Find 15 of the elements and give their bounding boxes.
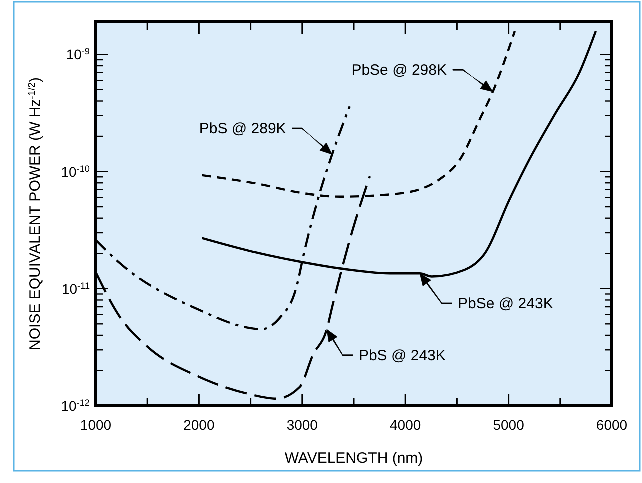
x-tick-label: 2000 bbox=[184, 417, 215, 433]
x-axis-title: WAVELENGTH (nm) bbox=[284, 450, 424, 467]
series-label: PbSe @ 298K bbox=[352, 62, 448, 79]
series-label: PbS @ 289K bbox=[199, 120, 286, 138]
y-tick-label: 10$^{-10}$ bbox=[61, 164, 90, 180]
series-label: PbSe @ 243K bbox=[458, 296, 554, 313]
text: PbS @ 243K bbox=[358, 347, 446, 364]
y-tick-label: 10$^{-11}$ bbox=[62, 280, 90, 297]
x-tick-label: 5000 bbox=[493, 417, 525, 433]
y-tick-label: 10$^{-9}$ bbox=[66, 46, 90, 63]
x-tick-label: 6000 bbox=[596, 417, 628, 433]
x-tick-label: 1000 bbox=[80, 417, 112, 433]
x-tick-label: 3000 bbox=[286, 417, 318, 433]
y-tick-label: 10$^{-12}$ bbox=[61, 398, 90, 414]
x-tick-label: 4000 bbox=[390, 417, 422, 433]
